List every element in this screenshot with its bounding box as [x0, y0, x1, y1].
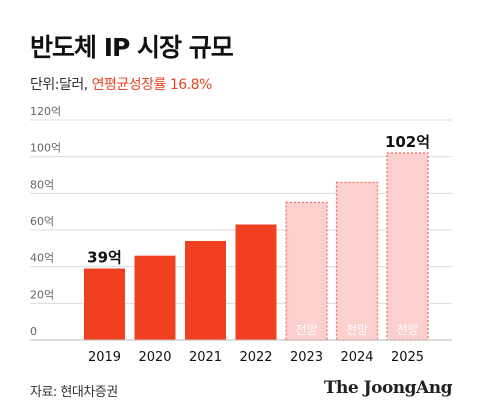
y-tick-label: 120억 — [30, 105, 61, 118]
x-tick-label: 2021 — [189, 350, 222, 365]
cagr-label: 연평균성장률 16.8% — [91, 77, 213, 93]
source-note: 자료: 현대차증권 — [30, 385, 118, 400]
publisher-logo: The JoongAng — [323, 378, 453, 398]
bar — [134, 255, 176, 340]
y-tick-label: 20억 — [30, 288, 54, 301]
x-tick-label: 2019 — [88, 350, 121, 365]
bar — [185, 241, 226, 340]
bar-forecast — [335, 181, 379, 341]
data-label: 39억 — [87, 249, 122, 267]
bar-forecast — [285, 201, 328, 341]
forecast-label: 전망 — [295, 323, 317, 337]
bar — [84, 268, 125, 340]
y-tick-label: 80억 — [30, 178, 54, 191]
y-tick-label: 0 — [30, 325, 37, 338]
x-tick-label: 2022 — [239, 350, 272, 365]
forecast-label: 전망 — [396, 323, 418, 337]
chart-subtitle: 단위:달러, 연평균성장률 16.8% — [30, 74, 212, 94]
bar — [235, 224, 277, 340]
x-tick-label: 2025 — [391, 350, 424, 365]
x-tick-label: 2023 — [290, 350, 323, 365]
x-tick-label: 2020 — [138, 350, 171, 365]
subtitle-separator: , — [83, 77, 88, 93]
chart-title: 반도체 IP 시장 규모 — [30, 33, 234, 62]
y-tick-label: 60억 — [30, 215, 54, 228]
data-label: 102억 — [385, 133, 430, 151]
x-tick-label: 2024 — [340, 350, 373, 365]
bar-forecast — [386, 152, 429, 341]
y-tick-label: 40억 — [30, 252, 54, 265]
y-tick-label: 100억 — [30, 142, 61, 155]
forecast-label: 전망 — [346, 323, 368, 337]
unit-label: 단위:달러 — [30, 77, 84, 93]
